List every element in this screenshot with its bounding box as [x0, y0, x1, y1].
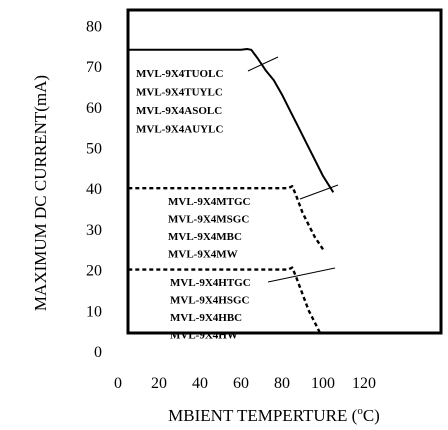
x-tick-label: 80 [274, 375, 290, 392]
series-line-3 [128, 266, 322, 336]
x-axis-title: MBIENT TEMPERTURE (oC) [168, 405, 380, 425]
callout-label: MVL-9X4TUYLC [136, 87, 223, 99]
x-tick-label: 20 [151, 375, 167, 392]
x-axis-title-main: MBIENT TEMPERTURE ( [168, 406, 357, 425]
y-tick-label: 40 [86, 181, 102, 198]
plot-frame [126, 8, 443, 335]
y-tick-label: 50 [86, 141, 102, 158]
y-axis-title: MAXIMUM DC CURRENT(mA) [31, 75, 50, 311]
y-tick-label: 30 [86, 222, 102, 239]
callout-leader [247, 56, 279, 72]
callout-label: MVL-9X4HBC [170, 312, 242, 324]
y-tick-label: 80 [86, 18, 102, 35]
callout-label: MVL-9X4MBC [168, 231, 242, 243]
x-axis-title-degree: o [357, 405, 363, 417]
y-tick-label: 10 [86, 303, 102, 320]
callout-label: MVL-9X4MTGC [168, 196, 251, 208]
x-tick-label: 100 [311, 375, 335, 392]
x-tick-label: 60 [233, 375, 249, 392]
y-tick-label: 20 [86, 263, 102, 280]
y-tick-label: 60 [86, 100, 102, 117]
callout-label: MVL-9X4HTGC [170, 277, 251, 289]
callout-label: MVL-9X4MW [168, 249, 238, 261]
x-axis-title-unit: C) [363, 406, 380, 425]
callout-label: MVL-9X4HSGC [170, 295, 250, 307]
callout-label: MVL-9X4TUOLC [136, 68, 223, 80]
y-tick-label: 0 [94, 344, 102, 361]
callout-label: MVL-9X4ASOLC [136, 105, 222, 117]
series-line-1 [128, 48, 335, 193]
x-tick-label: 40 [192, 375, 208, 392]
callout-leader [267, 267, 336, 283]
callout-label: MVL-9X4AUYLC [136, 124, 223, 136]
x-tick-label: 120 [352, 375, 376, 392]
y-tick-label: 70 [86, 59, 102, 76]
callout-label: MVL-9X4MSGC [168, 214, 249, 226]
callout-label: MVL-9X4HW [170, 330, 238, 342]
x-tick-label: 0 [114, 375, 122, 392]
series-line-2 [128, 184, 324, 250]
callout-leader [299, 184, 339, 200]
